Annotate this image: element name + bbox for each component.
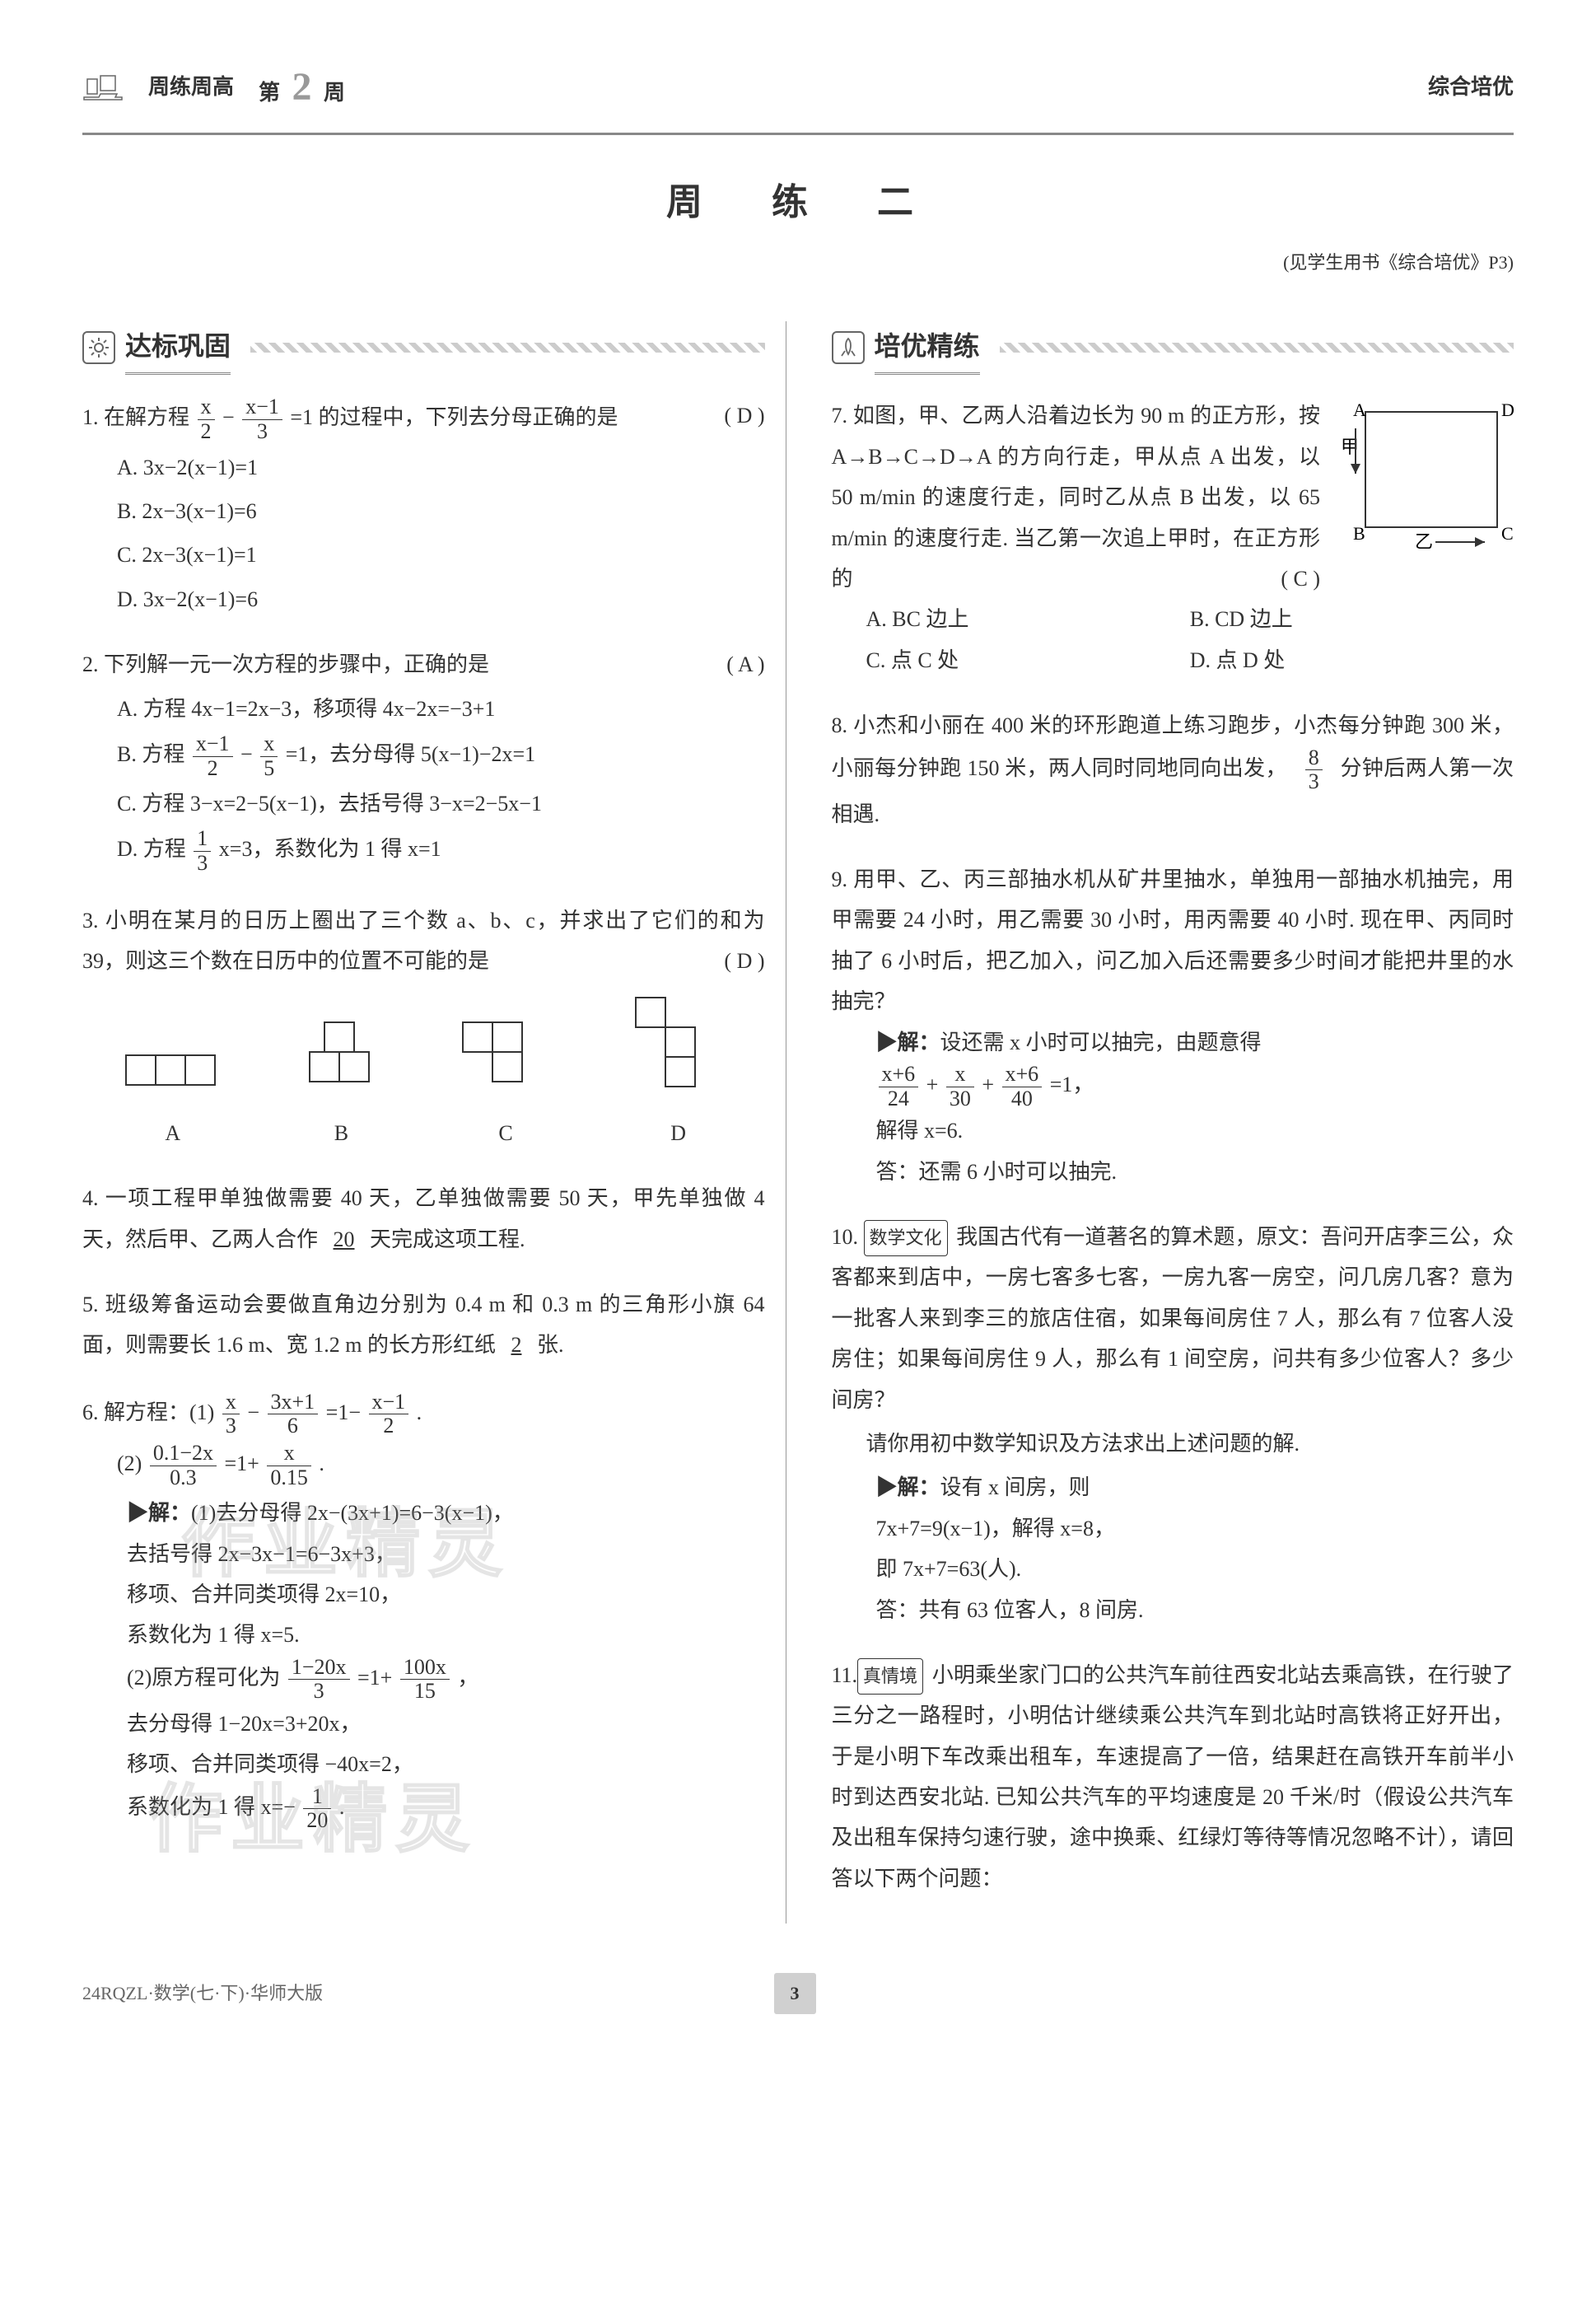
right-column: 培优精练 A D B C 甲 乙 7. 如图，甲、乙两人沿着边长为 90 m 的 [811,321,1514,1924]
decorative-stripes [1000,343,1514,353]
answer-2: ( A ) [726,644,764,685]
book-icon [82,72,124,101]
answer-3: ( D ) [724,941,764,981]
problem-11: 11.真情境 小明乘坐家门口的公共汽车前往西安北站去乘高铁，在行驶了三分之一路程… [832,1655,1514,1899]
blank-8: 83 [1293,756,1335,780]
problem-8: 8. 小杰和小丽在 400 米的环形跑道上练习跑步，小杰每分钟跑 300 米，小… [832,705,1514,834]
section-label: 达标巩固 [125,321,231,376]
problem-7: A D B C 甲 乙 7. 如图，甲、乙两人沿着边长为 90 m 的正方形，按… [832,395,1514,680]
section-label: 培优精练 [875,321,980,376]
option-a: A. BC 边上 [866,599,1190,639]
option-b: B. 2x−3(x−1)=6 [82,491,765,531]
svg-text:C: C [1501,523,1514,544]
option-a: A. 3x−2(x−1)=1 [82,447,765,488]
tag-real: 真情境 [857,1658,923,1695]
problem-9: 9. 用甲、乙、丙三部抽水机从矿井里抽水，单独用一部抽水机抽完，用甲需要 24 … [832,859,1514,1192]
page-footer: 24RQZL·数学(七·下)·华师大版 3 [82,1973,1514,2014]
diagram-b: B [300,1018,382,1153]
problem-3: 3. 小明在某月的日历上圈出了三个数 a、b、c，并求出了它们的和为 39，则这… [82,900,765,1154]
diagram-d: D [629,993,728,1153]
page-number: 3 [774,1973,816,2014]
page-header: 周练周高 第 2 周 综合培优 [82,49,1514,135]
header-right: 综合培优 [1428,67,1514,107]
tag-culture: 数学文化 [864,1220,948,1256]
header-left: 周练周高 第 2 周 [82,49,345,124]
rocket-icon [832,331,865,364]
option-a: A. 方程 4x−1=2x−3，移项得 4x−2x=−3+1 [82,689,765,729]
diagram-a: A [119,1047,226,1153]
series-title: 周练周高 [148,67,234,107]
option-c: C. 2x−3(x−1)=1 [82,535,765,575]
gear-icon [82,331,115,364]
blank-4: 20 [324,1227,365,1251]
option-d: D. 点 D 处 [1190,640,1514,680]
subtitle-ref: (见学生用书《综合培优》P3) [82,245,1514,280]
problem-4: 4. 一项工程甲单独做需要 40 天，乙单独做需要 50 天，甲先单独做 4 天… [82,1178,765,1260]
section-title-right: 培优精练 [832,321,1514,376]
blank-5: 2 [501,1333,531,1357]
square-diagram: A D B C 甲 乙 [1332,395,1514,565]
problem-6: 6. 解方程：(1) x3 − 3x+16 =1− x−12 . (2) 0.1… [82,1391,765,1833]
svg-text:A: A [1353,400,1366,420]
diagram-c: C [456,1018,555,1153]
option-c: C. 方程 3−x=2−5(x−1)，去括号得 3−x=2−5x−1 [82,783,765,824]
footer-left: 24RQZL·数学(七·下)·华师大版 [82,1976,323,2011]
option-c: C. 点 C 处 [866,640,1190,680]
content-columns: 作业精灵 作业精灵 达标巩固 1. 在解方程 x2 − x−13 =1 的过程中… [82,321,1514,1924]
option-d: D. 3x−2(x−1)=6 [82,579,765,619]
problem-1: 1. 在解方程 x2 − x−13 =1 的过程中，下列去分母正确的是 ( D … [82,395,765,619]
svg-text:乙: 乙 [1415,531,1433,552]
answer-7: ( C ) [1281,559,1320,599]
diagram-options: A B C D [82,993,765,1153]
week-label: 第 2 周 [259,49,345,124]
option-b: B. CD 边上 [1190,599,1514,639]
option-d: D. 方程 13 x=3，系数化为 1 得 x=1 [82,827,765,875]
problem-2: 2. 下列解一元一次方程的步骤中，正确的是 ( A ) A. 方程 4x−1=2… [82,644,765,876]
section-title-left: 达标巩固 [82,321,765,376]
main-title: 周 练 二 [82,168,1514,237]
decorative-stripes [250,343,764,353]
option-b: B. 方程 x−12 − x5 =1，去分母得 5(x−1)−2x=1 [82,732,765,780]
svg-text:B: B [1353,523,1365,544]
problem-5: 5. 班级筹备运动会要做直角边分别为 0.4 m 和 0.3 m 的三角形小旗 … [82,1284,765,1366]
left-column: 作业精灵 作业精灵 达标巩固 1. 在解方程 x2 − x−13 =1 的过程中… [82,321,786,1924]
svg-text:D: D [1501,400,1514,420]
problem-10: 10. 数学文化 我国古代有一道著名的算术题，原文：吾问开店李三公，众客都来到店… [832,1217,1514,1630]
answer-1: ( D ) [724,395,764,436]
